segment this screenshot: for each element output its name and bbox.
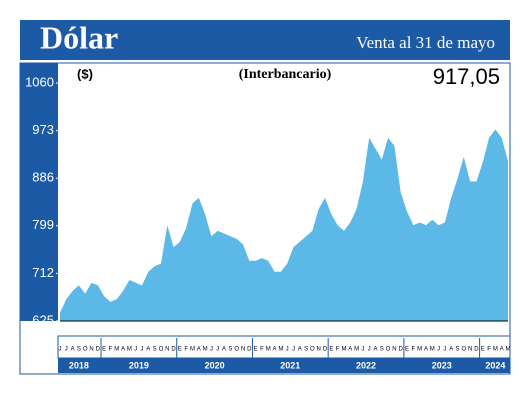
month-label: A <box>424 347 428 353</box>
month-label: O <box>83 347 88 353</box>
month-label: M <box>266 347 271 353</box>
month-label: E <box>481 347 485 353</box>
last-value: 917,05 <box>433 64 500 89</box>
month-label: M <box>506 347 511 353</box>
month-label: J <box>59 347 62 353</box>
month-band <box>57 335 511 359</box>
month-label: N <box>89 347 93 353</box>
y-tick-label: 973 <box>32 122 54 137</box>
y-axis-band <box>20 63 58 321</box>
month-label: N <box>241 347 245 353</box>
month-label: A <box>373 347 377 353</box>
month-label: E <box>254 347 258 353</box>
month-label: M <box>430 347 435 353</box>
month-label: M <box>114 347 119 353</box>
chart-subtitle: Venta al 31 de mayo <box>356 33 495 52</box>
month-label: J <box>368 347 371 353</box>
month-label: A <box>197 347 201 353</box>
month-label: F <box>184 347 188 353</box>
month-label: M <box>341 347 346 353</box>
month-label: A <box>222 347 226 353</box>
month-label: J <box>216 347 219 353</box>
month-label: E <box>405 347 409 353</box>
month-label: M <box>417 347 422 353</box>
y-tick-label: 1060 <box>25 74 54 89</box>
month-label: E <box>102 347 106 353</box>
month-label: D <box>247 347 252 353</box>
chart-title: Dólar <box>40 19 118 55</box>
month-label: J <box>134 347 137 353</box>
year-label: 2023 <box>432 360 452 370</box>
month-label: O <box>234 347 239 353</box>
year-band <box>58 358 510 373</box>
month-label: F <box>412 347 416 353</box>
month-label: M <box>354 347 359 353</box>
y-tick-label: 712 <box>32 265 54 280</box>
month-label: D <box>171 347 176 353</box>
month-label: A <box>449 347 453 353</box>
month-label: O <box>461 347 466 353</box>
month-label: S <box>228 347 232 353</box>
month-label: E <box>178 347 182 353</box>
month-label: A <box>71 347 75 353</box>
month-label: D <box>323 347 328 353</box>
month-label: E <box>329 347 333 353</box>
month-label: O <box>159 347 164 353</box>
y-tick-label: 886 <box>32 170 54 185</box>
year-label: 2018 <box>69 360 89 370</box>
month-label: A <box>121 347 125 353</box>
month-label: J <box>141 347 144 353</box>
year-label: 2019 <box>129 360 149 370</box>
month-label: J <box>443 347 446 353</box>
month-label: M <box>203 347 208 353</box>
month-label: O <box>310 347 315 353</box>
month-label: J <box>292 347 295 353</box>
month-label: S <box>153 347 157 353</box>
month-label: A <box>348 347 352 353</box>
month-label: N <box>468 347 472 353</box>
year-label: 2020 <box>205 360 225 370</box>
month-label: A <box>146 347 150 353</box>
month-label: D <box>96 347 101 353</box>
y-label: ($) <box>77 66 93 81</box>
month-label: A <box>273 347 277 353</box>
month-label: J <box>437 347 440 353</box>
month-label: M <box>190 347 195 353</box>
header-bar <box>20 20 510 60</box>
year-label: 2021 <box>280 360 300 370</box>
month-label: M <box>493 347 498 353</box>
month-label: D <box>474 347 479 353</box>
month-label: A <box>500 347 504 353</box>
month-label: S <box>456 347 460 353</box>
y-tick-label: 799 <box>32 217 54 232</box>
month-label: M <box>127 347 132 353</box>
month-label: J <box>286 347 289 353</box>
year-label: 2022 <box>356 360 376 370</box>
month-label: S <box>380 347 384 353</box>
y-tick-label: 625 <box>32 312 54 327</box>
month-label: A <box>298 347 302 353</box>
month-label: D <box>399 347 404 353</box>
month-label: F <box>336 347 340 353</box>
month-label: N <box>165 347 169 353</box>
year-label: 2024 <box>485 360 505 370</box>
month-label: S <box>304 347 308 353</box>
month-label: M <box>278 347 283 353</box>
month-label: J <box>361 347 364 353</box>
month-label: J <box>65 347 68 353</box>
month-label: O <box>386 347 391 353</box>
month-label: F <box>109 347 113 353</box>
month-label: F <box>260 347 264 353</box>
month-label: J <box>210 347 213 353</box>
month-label: F <box>487 347 491 353</box>
annotation: (Interbancario) <box>239 67 332 82</box>
month-label: S <box>77 347 81 353</box>
frame <box>19 62 511 375</box>
month-label: N <box>392 347 396 353</box>
area <box>60 129 508 321</box>
month-label: N <box>317 347 321 353</box>
